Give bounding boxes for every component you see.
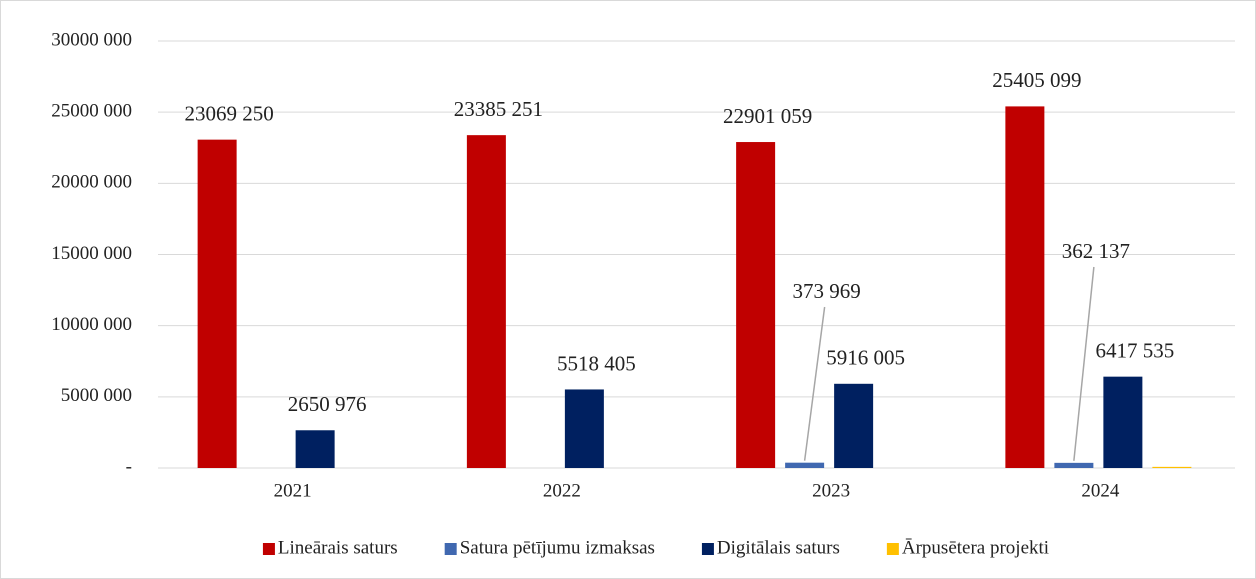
bar [1005,106,1045,468]
legend-swatch [701,543,714,555]
data-label: 25405 099 [992,68,1081,92]
legend-label: Digitālais saturs [717,537,840,558]
y-tick-label: 20000 000 [51,172,132,193]
y-tick-label: - [126,456,132,477]
data-label: 23069 250 [185,101,274,125]
y-tick-label: 30000 000 [51,29,132,50]
data-label: 5518 405 [557,351,636,375]
data-label: 2650 976 [288,392,367,416]
x-tick-label: 2021 [274,480,312,501]
bar [834,383,874,468]
bar [1054,462,1094,468]
bar [564,389,604,468]
x-tick-label: 2023 [812,480,850,501]
bar [785,462,825,468]
y-tick-label: 5000 000 [61,385,132,406]
legend-swatch [262,543,275,555]
bar [466,135,506,468]
x-tick-label: 2022 [543,480,581,501]
bar [1103,376,1143,468]
data-label: 5916 005 [826,346,905,370]
legend-swatch [444,543,457,555]
data-label: 6417 535 [1096,338,1175,362]
y-tick-label: 15000 000 [51,243,132,264]
bar [197,139,237,468]
legend-label: Lineārais saturs [278,537,398,558]
bar [736,142,776,468]
x-tick-label: 2024 [1081,480,1120,501]
bar [295,430,335,468]
y-tick-label: 25000 000 [51,101,132,122]
bar [1152,466,1192,468]
data-label: 22901 059 [723,104,812,128]
data-label: 362 137 [1062,239,1130,263]
data-label: 373 969 [793,279,861,303]
legend-label: Ārpusētera projekti [902,537,1049,558]
legend-swatch [886,543,899,555]
data-label: 23385 251 [454,97,543,121]
leader-line [803,306,826,461]
y-tick-label: 10000 000 [51,314,132,335]
legend-label: Satura pētījumu izmaksas [460,537,655,558]
leader-line [1073,266,1095,461]
